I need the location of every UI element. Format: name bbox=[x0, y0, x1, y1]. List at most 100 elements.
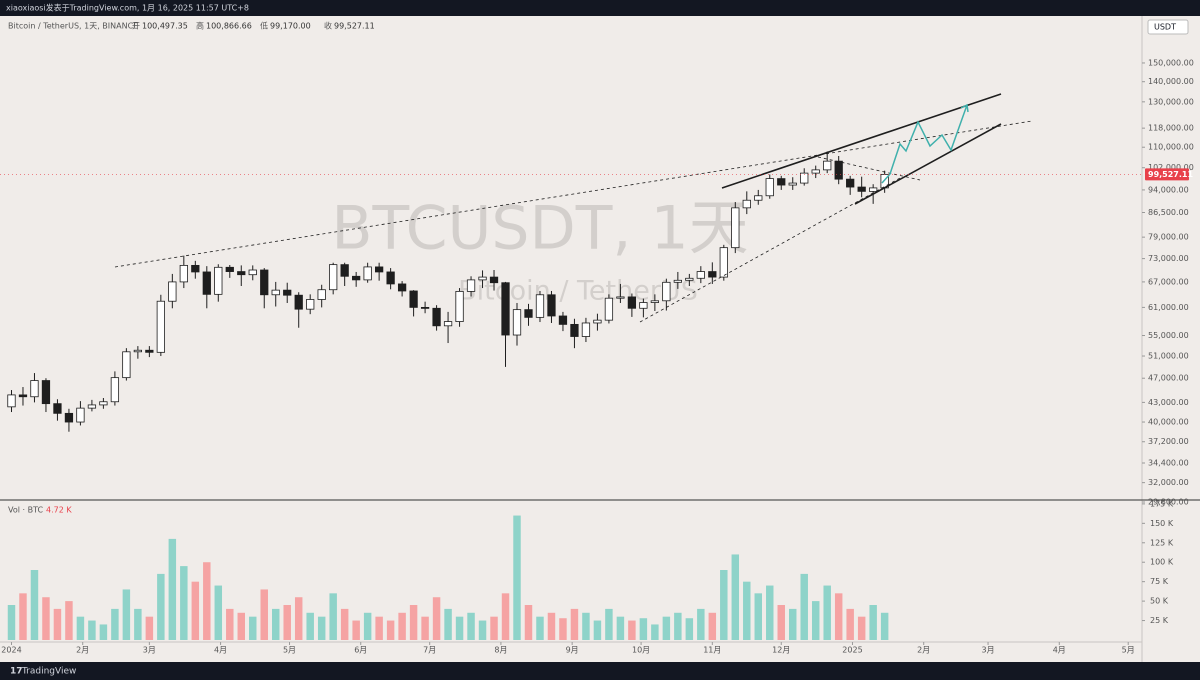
x-tick-label: 4月 bbox=[214, 646, 227, 655]
ohlc-name: 高 bbox=[196, 21, 204, 31]
ohlc-name: 收 bbox=[324, 21, 332, 31]
volume-bar bbox=[306, 612, 314, 640]
last-price-label: 99,527.11 bbox=[1148, 170, 1193, 179]
ohlc-value: 100,497.35 bbox=[142, 22, 188, 31]
candle-body bbox=[76, 407, 85, 423]
candle-body bbox=[352, 275, 361, 281]
volume-bar bbox=[731, 554, 740, 640]
x-tick-label: 10月 bbox=[632, 646, 650, 655]
candle-body bbox=[604, 297, 614, 321]
candle-body bbox=[593, 319, 602, 324]
volume-tick-label: 150 K bbox=[1150, 519, 1174, 528]
x-tick-label: 3月 bbox=[982, 646, 995, 655]
ohlc-value: 99,170.00 bbox=[270, 22, 311, 31]
y-tick-label: 51,000.00 bbox=[1148, 352, 1189, 361]
candle-body bbox=[202, 271, 211, 295]
volume-bar bbox=[754, 593, 763, 640]
volume-bar bbox=[536, 616, 544, 640]
candle-body bbox=[443, 321, 453, 327]
candle-body bbox=[455, 290, 464, 322]
y-tick-label: 37,200.00 bbox=[1148, 437, 1189, 446]
volume-bar bbox=[811, 601, 820, 640]
volume-bar bbox=[651, 624, 659, 640]
wedge-lower bbox=[854, 123, 1002, 205]
volume-bar bbox=[605, 608, 613, 640]
candle-body bbox=[133, 349, 143, 353]
volume-bar bbox=[720, 570, 728, 640]
volume-bar bbox=[559, 618, 567, 640]
volume-tick-label: 100 K bbox=[1150, 558, 1174, 567]
volume-bar bbox=[582, 612, 590, 640]
candle-body bbox=[329, 264, 338, 291]
candle-body bbox=[386, 271, 395, 285]
volume-bar bbox=[7, 605, 16, 640]
dashed-trendline bbox=[114, 120, 1033, 268]
candle-body bbox=[823, 160, 832, 171]
candle-body bbox=[294, 294, 303, 310]
candle-body bbox=[363, 266, 372, 281]
y-tick-label: 47,000.00 bbox=[1148, 374, 1189, 383]
y-tick-label: 43,000.00 bbox=[1148, 398, 1189, 407]
candle-body bbox=[547, 294, 556, 317]
volume-bar bbox=[294, 597, 303, 640]
candles bbox=[7, 151, 889, 640]
volume-bar bbox=[455, 616, 464, 640]
x-tick-label: 2月 bbox=[76, 646, 89, 655]
volume-bar bbox=[880, 612, 889, 640]
candle-body bbox=[662, 281, 671, 302]
symbol-legend: Bitcoin / TetherUS, 1天, BINANCE bbox=[8, 22, 138, 31]
volume-legend-name: Vol · BTC bbox=[8, 506, 44, 515]
volume-bar bbox=[697, 608, 705, 640]
volume-bar bbox=[570, 608, 579, 640]
volume-bar bbox=[260, 589, 268, 640]
candle-body bbox=[99, 401, 108, 406]
volume-bar bbox=[249, 616, 257, 640]
candle-body bbox=[800, 172, 809, 184]
candle-body bbox=[306, 299, 315, 310]
candle-body bbox=[30, 380, 39, 398]
volume-bar bbox=[363, 612, 372, 640]
currency[interactable]: USDT bbox=[1154, 23, 1176, 32]
volume-bar bbox=[42, 597, 50, 640]
candle-body bbox=[650, 300, 660, 303]
volume-bar bbox=[122, 589, 131, 640]
y-tick-label: 73,000.00 bbox=[1148, 254, 1189, 263]
volume-bar bbox=[317, 616, 326, 640]
volume-bar bbox=[283, 605, 291, 640]
candle-body bbox=[237, 271, 246, 276]
y-tick-label: 34,400.00 bbox=[1148, 459, 1189, 468]
volume-tick-label: 50 K bbox=[1150, 597, 1169, 606]
currency-box[interactable] bbox=[1147, 19, 1189, 35]
candle-body bbox=[685, 277, 694, 281]
candle-body bbox=[87, 404, 97, 409]
y-tick-label: 61,000.00 bbox=[1148, 303, 1189, 312]
x-tick-label: 3月 bbox=[143, 646, 156, 655]
y-tick-label: 32,000.00 bbox=[1148, 478, 1189, 487]
candle-body bbox=[191, 264, 200, 273]
volume-bar bbox=[191, 581, 200, 640]
volume-bar bbox=[76, 616, 85, 640]
candle-body bbox=[260, 269, 269, 296]
volume-legend-value: 4.72 K bbox=[46, 506, 72, 515]
candle-body bbox=[846, 178, 855, 188]
volume-bar bbox=[467, 612, 475, 640]
volume-bar bbox=[869, 605, 877, 640]
candle-body bbox=[834, 160, 843, 180]
candle-body bbox=[340, 264, 349, 277]
candle-body bbox=[156, 300, 165, 353]
x-tick-label: 2025 bbox=[842, 646, 862, 655]
volume-bar bbox=[111, 608, 119, 640]
volume-bar bbox=[524, 605, 533, 640]
candle-body bbox=[501, 282, 510, 336]
candle-body bbox=[696, 271, 705, 279]
volume-bar bbox=[800, 573, 808, 640]
volume-bar bbox=[777, 605, 785, 640]
volume-bar bbox=[490, 616, 498, 640]
volume-bar bbox=[375, 616, 383, 640]
y-tick-label: 67,000.00 bbox=[1148, 277, 1189, 286]
ohlc-value: 100,866.66 bbox=[206, 22, 252, 31]
x-tick-label: 2024 bbox=[1, 646, 21, 655]
volume-bar bbox=[134, 608, 142, 640]
candle-body bbox=[673, 279, 682, 283]
